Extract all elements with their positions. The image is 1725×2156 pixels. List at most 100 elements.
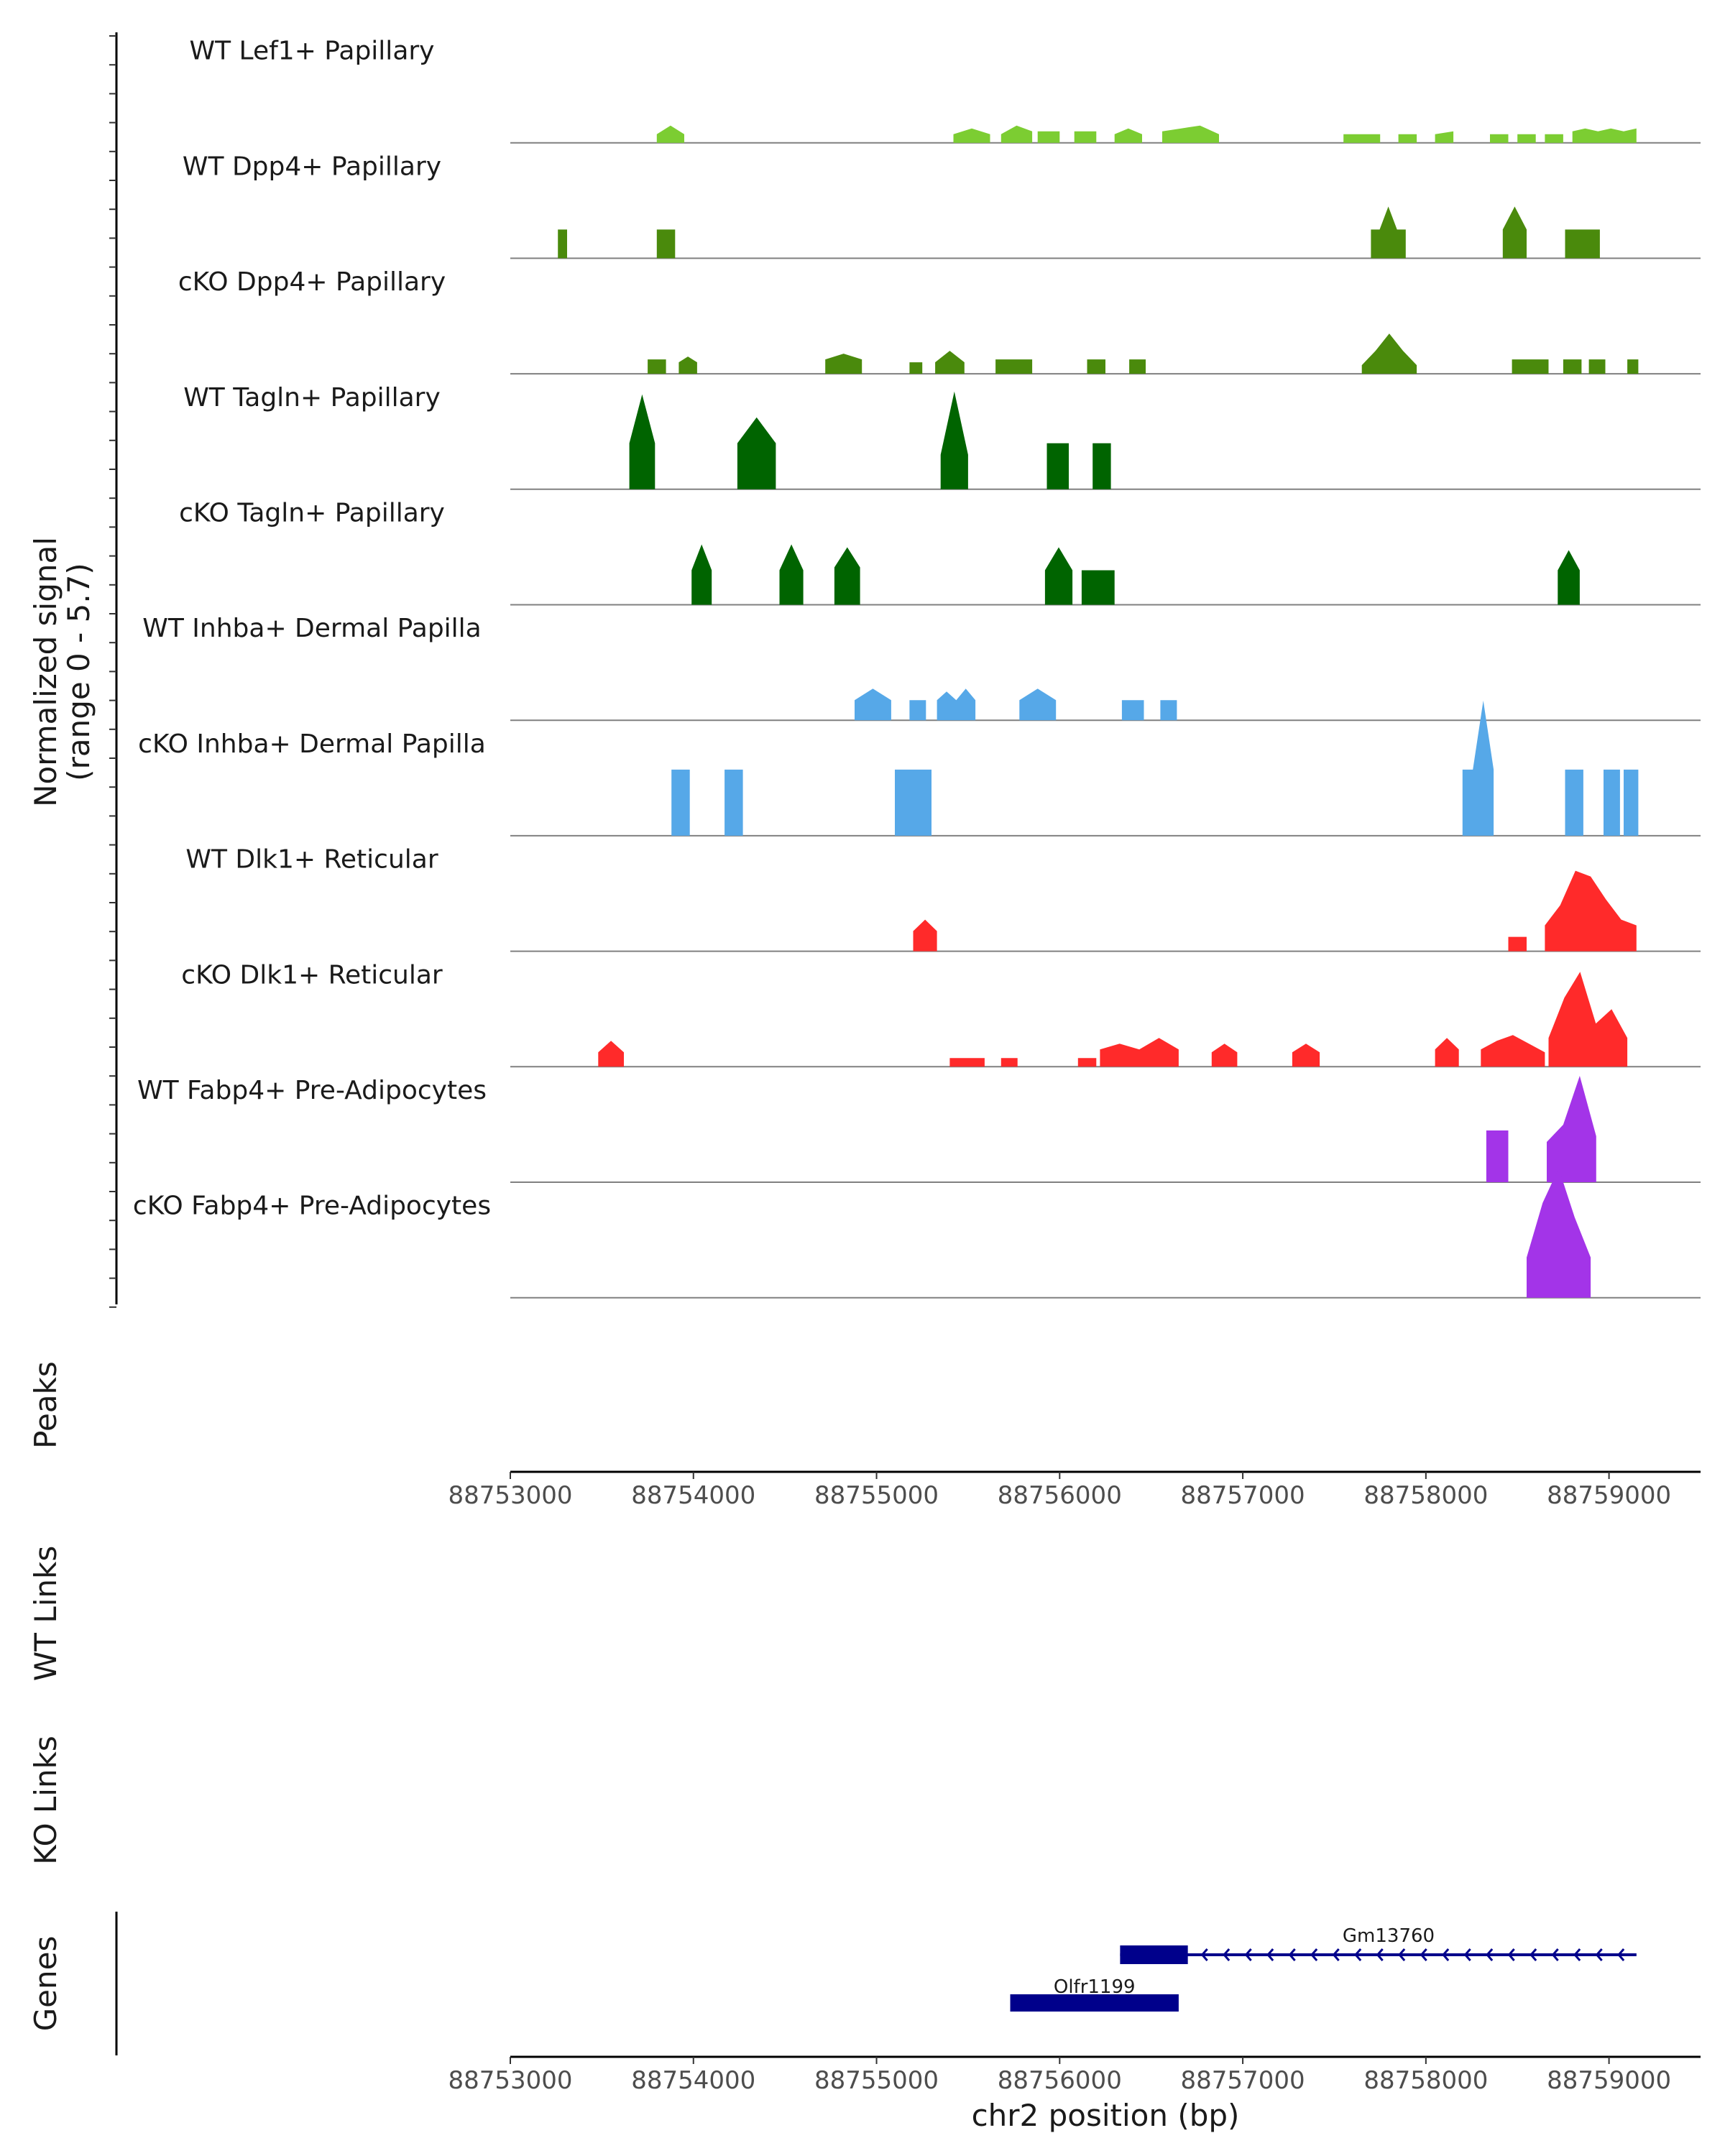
track-6: WT Inhba+ Dermal Papilla <box>142 614 1701 722</box>
track-1: WT Lef1+ Papillary <box>190 37 1701 144</box>
track-3: cKO Dpp4+ Papillary <box>178 267 1701 375</box>
signal-area <box>1563 359 1582 374</box>
strand-arrow <box>1617 1948 1625 1961</box>
strand-arrow <box>1288 1948 1296 1961</box>
signal-area <box>1292 1044 1320 1067</box>
signal-area <box>1129 359 1146 374</box>
strand-arrow <box>1463 1948 1471 1961</box>
signal-area <box>1572 128 1637 143</box>
signal-area <box>1548 972 1628 1067</box>
signal-area <box>995 359 1033 374</box>
signal-area <box>1100 1038 1179 1067</box>
x-tick-label: 88753000 <box>448 1481 572 1510</box>
signal-area <box>1486 1130 1509 1182</box>
signal-area <box>724 769 743 836</box>
x-tick-label: 88754000 <box>631 1481 755 1510</box>
signal-area <box>1211 1044 1238 1067</box>
coverage-y-axis <box>109 32 118 1308</box>
signal-area <box>1371 206 1406 259</box>
strand-arrow <box>1244 1948 1252 1961</box>
signal-area <box>1114 128 1142 143</box>
strand-arrow <box>1573 1948 1581 1961</box>
signal-area <box>1517 134 1536 143</box>
genes-x-axis: 88753000 88754000 88755000 88756000 88757000… <box>448 2055 1701 2095</box>
signal-area <box>855 688 891 721</box>
signal-area <box>1512 359 1549 374</box>
signal-area <box>648 359 666 374</box>
signal-area <box>1343 134 1381 143</box>
track-9: cKO Dlk1+ Reticular <box>181 960 1701 1068</box>
track-label: cKO Dpp4+ Papillary <box>178 267 446 297</box>
strand-arrow <box>1530 1948 1537 1961</box>
x-tick-label: 88756000 <box>998 2066 1122 2095</box>
signal-area <box>909 362 923 374</box>
peaks-track-label: Peaks <box>28 1361 63 1449</box>
x-tick-label: 88757000 <box>1181 1481 1305 1510</box>
gene-exon <box>1010 1994 1179 2012</box>
strand-arrow <box>1486 1948 1494 1961</box>
signal-area <box>1074 131 1097 143</box>
peaks-x-axis: 88753000 88754000 88755000 88756000 88757000… <box>448 1470 1701 1510</box>
signal-area <box>1462 700 1494 836</box>
signal-area <box>1627 359 1639 374</box>
signal-area <box>1490 134 1509 143</box>
track-label: cKO Tagln+ Papillary <box>179 499 445 528</box>
signal-area <box>1361 333 1417 374</box>
track-2: WT Dpp4+ Papillary <box>183 152 1701 259</box>
track-7: cKO Inhba+ Dermal Papilla <box>138 700 1701 837</box>
track-label: cKO Dlk1+ Reticular <box>181 960 443 990</box>
track-label: WT Fabp4+ Pre-Adipocytes <box>137 1076 487 1105</box>
track-label: cKO Fabp4+ Pre-Adipocytes <box>133 1192 491 1221</box>
signal-area <box>1558 550 1580 605</box>
signal-area <box>1545 870 1637 952</box>
signal-area <box>1481 1035 1545 1067</box>
gene-annotations: Gm13760 Olfr1199 <box>1010 1925 1637 2012</box>
y-axis-label-line2: (range 0 - 5.7) <box>61 563 96 781</box>
signal-area <box>629 394 656 489</box>
gene-exon <box>1120 1945 1188 1964</box>
signal-area <box>1019 688 1057 721</box>
signal-area <box>834 547 860 605</box>
signal-area <box>1046 443 1069 489</box>
signal-area <box>1508 936 1527 952</box>
strand-arrow <box>1420 1948 1427 1961</box>
signal-area <box>598 1041 624 1067</box>
y-axis-label-line1: Normalized signal <box>28 537 63 807</box>
strand-arrow <box>1223 1948 1230 1961</box>
x-axis-label: chr2 position (bp) <box>972 2098 1240 2133</box>
signal-area <box>671 769 690 836</box>
strand-arrow <box>1551 1948 1559 1961</box>
track-label: WT Dlk1+ Reticular <box>185 845 438 875</box>
signal-area <box>935 351 965 374</box>
x-tick-label: 88757000 <box>1181 2066 1305 2095</box>
signal-area <box>656 125 684 143</box>
signal-area <box>825 354 862 374</box>
strand-arrow <box>1595 1948 1603 1961</box>
signal-area <box>1435 131 1454 143</box>
track-label: WT Inhba+ Dermal Papilla <box>142 614 481 643</box>
x-tick-label: 88759000 <box>1547 2066 1671 2095</box>
signal-area <box>1087 359 1105 374</box>
track-11: cKO Fabp4+ Pre-Adipocytes <box>133 1168 1701 1299</box>
signal-area <box>1398 134 1417 143</box>
strand-arrow <box>1200 1948 1208 1961</box>
signal-area <box>1077 1058 1097 1067</box>
track-4: WT Tagln+ Papillary <box>183 383 1701 490</box>
signal-area <box>1081 570 1115 605</box>
track-label: WT Dpp4+ Papillary <box>183 152 441 181</box>
strand-arrow <box>1310 1948 1318 1961</box>
strand-arrow <box>1398 1948 1406 1961</box>
signal-area <box>558 229 567 259</box>
wt-links-track-label: WT Links <box>28 1546 63 1681</box>
signal-area <box>1162 125 1219 143</box>
signal-area <box>1044 547 1073 605</box>
track-8: WT Dlk1+ Reticular <box>185 845 1701 952</box>
gene-olfr1199: Olfr1199 <box>1010 1976 1179 2012</box>
signal-area <box>1000 125 1033 143</box>
genes-track-label: Genes <box>28 1936 63 2032</box>
signal-area <box>1435 1038 1459 1067</box>
signal-area <box>1604 769 1620 836</box>
signal-area <box>1565 769 1583 836</box>
signal-area <box>953 128 990 143</box>
x-tick-label: 88758000 <box>1363 2066 1488 2095</box>
